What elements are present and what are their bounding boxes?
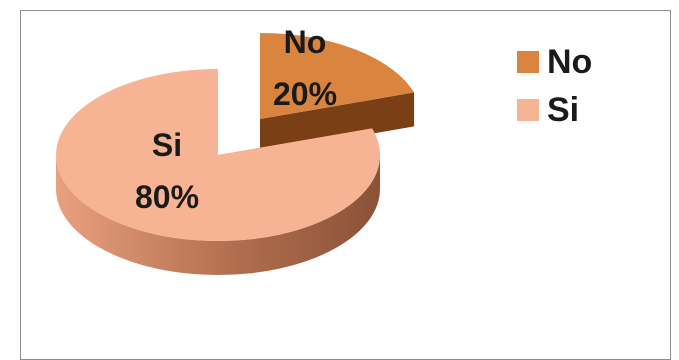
pie-slice-si <box>55 69 381 241</box>
legend-swatch-no <box>517 51 539 73</box>
pie-slice-si-side <box>56 155 380 275</box>
slice-label-si-name: Si <box>152 127 182 163</box>
legend-label-no: No <box>547 42 593 81</box>
legend-item-no: No <box>517 38 592 86</box>
slice-label-si-percent: 80% <box>135 179 199 215</box>
pie-slice-no <box>260 33 415 119</box>
chart-legend: No Si <box>517 38 592 134</box>
pie-slice-no-side <box>260 92 415 153</box>
slice-label-no-percent: 20% <box>273 76 337 112</box>
legend-swatch-si <box>517 99 539 121</box>
legend-label-si: Si <box>547 90 580 129</box>
legend-item-si: Si <box>517 86 592 134</box>
pie-chart: No 20% Si 80% <box>55 24 415 275</box>
slice-label-no-name: No <box>284 24 327 60</box>
